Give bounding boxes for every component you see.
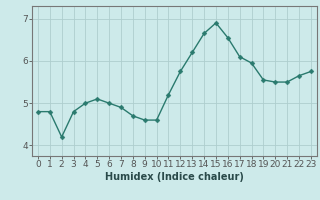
X-axis label: Humidex (Indice chaleur): Humidex (Indice chaleur) [105,172,244,182]
